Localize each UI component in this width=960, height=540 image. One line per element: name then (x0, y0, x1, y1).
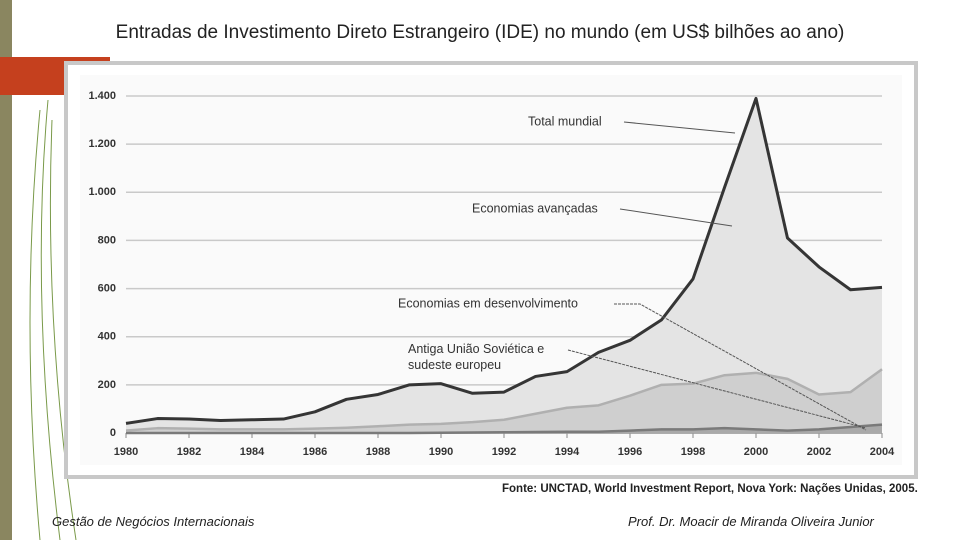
leader-line (614, 303, 867, 431)
x-tick-label: 1980 (114, 446, 138, 458)
x-tick-label: 1984 (240, 446, 265, 458)
y-tick-label: 1.400 (88, 90, 116, 102)
leader-line (567, 349, 867, 429)
x-tick-label: 1998 (681, 446, 705, 458)
x-tick-label: 1986 (303, 446, 327, 458)
side-stripe (0, 0, 12, 540)
x-tick-label: 2002 (807, 446, 831, 458)
area-fill (126, 369, 882, 433)
y-tick-label: 200 (98, 379, 116, 391)
footer-right: Prof. Dr. Moacir de Miranda Oliveira Jun… (628, 514, 874, 529)
footer-left: Gestão de Negócios Internacionais (52, 514, 255, 529)
x-tick-label: 1994 (555, 446, 580, 458)
series-line (125, 96, 883, 425)
annotation: Total mundial (528, 114, 602, 128)
annotation: Antiga União Soviética e sudeste europeu (408, 342, 545, 372)
y-tick-label: 800 (98, 234, 116, 246)
x-tick-label: 1996 (618, 446, 642, 458)
x-tick-label: 1992 (492, 446, 516, 458)
x-tick-label: 2000 (744, 446, 768, 458)
annotation: Economias avançadas (472, 201, 598, 215)
x-tick-label: 1988 (366, 446, 390, 458)
series-line (125, 368, 883, 432)
y-tick-label: 1.200 (88, 138, 116, 150)
area-fill (126, 424, 882, 433)
y-tick-label: 600 (98, 282, 116, 294)
x-tick-label: 2004 (870, 446, 895, 458)
x-tick-label: 1990 (429, 446, 453, 458)
annotation: Economias em desenvolvimento (398, 296, 578, 310)
y-tick-label: 0 (110, 427, 116, 439)
series-line (126, 423, 883, 435)
y-tick-label: 400 (98, 331, 116, 343)
slide-title: Entradas de Investimento Direto Estrange… (115, 22, 845, 43)
source: Fonte: UNCTAD, World Investment Report, … (502, 483, 918, 495)
area-fill (126, 98, 882, 431)
x-tick-label: 1982 (177, 446, 201, 458)
leader-line (623, 121, 736, 134)
side-curves (29, 99, 77, 540)
leader-line (619, 208, 733, 227)
y-tick-label: 1.000 (88, 186, 116, 198)
